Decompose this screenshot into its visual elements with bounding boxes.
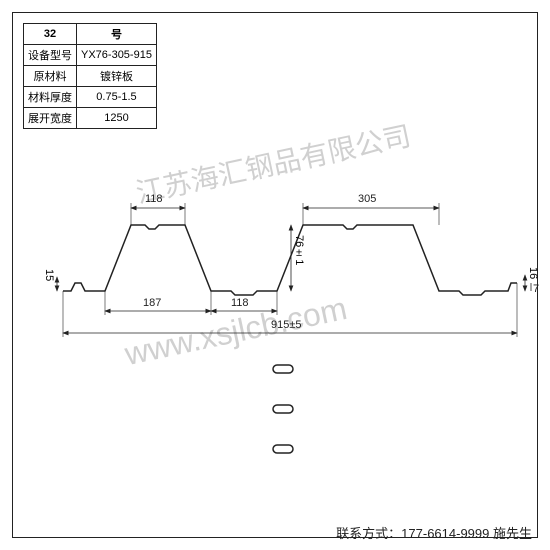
dim-total: 915±5 [271, 319, 302, 331]
contact-label: 联系方式： [336, 526, 401, 541]
drawing-frame: 32 号 设备型号YX76-305-915 原材料镀锌板 材料厚度0.75-1.… [12, 12, 538, 538]
dim-bot-187: 187 [143, 297, 161, 309]
dim-right16: 16 [527, 267, 539, 279]
profile-drawing [13, 13, 539, 539]
dim-h76: 76±1 [293, 235, 305, 265]
dim-right7: 7 [533, 283, 539, 295]
contact-name: 施先生 [489, 526, 532, 541]
dim-top-118: 118 [145, 193, 163, 205]
dim-bot-118: 118 [231, 297, 249, 309]
contact-phone: 177-6614-9999 [401, 526, 489, 541]
deck-profile [63, 225, 517, 295]
contact-line: 联系方式：177-6614-9999 施先生 [336, 523, 532, 542]
dim-top-305: 305 [358, 193, 376, 205]
dim-left15: 15 [43, 269, 55, 281]
